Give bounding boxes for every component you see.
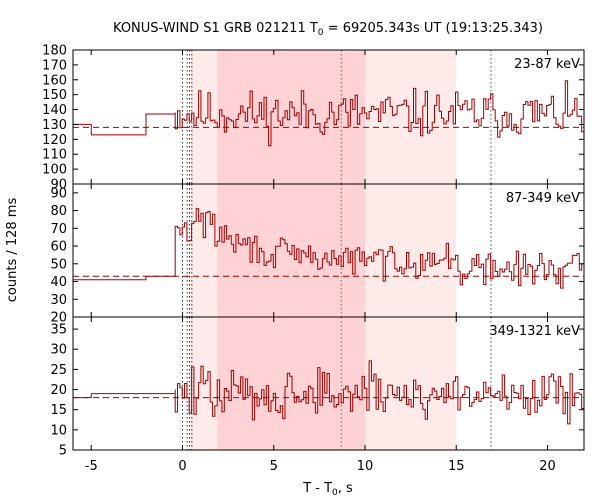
y-tick-label: 70 xyxy=(50,222,67,237)
x-tick-label: 20 xyxy=(539,459,556,474)
y-tick-label: 110 xyxy=(42,148,67,163)
y-tick-label: 170 xyxy=(42,58,67,73)
x-tick-label: 10 xyxy=(357,459,374,474)
shaded-interval-1 xyxy=(217,184,365,317)
y-tick-label: 90 xyxy=(50,186,67,201)
light-curve-series xyxy=(73,208,584,289)
light-curve-series xyxy=(73,80,584,147)
chart-title: KONUS-WIND S1 GRB 021211 T0 = 69205.343s… xyxy=(113,21,543,38)
y-tick-label: 80 xyxy=(50,204,67,219)
x-tick-label: 5 xyxy=(270,459,278,474)
shaded-interval-1 xyxy=(217,50,365,184)
panel-1: 20 30 40 50 60 70 80 90 87-349 keV xyxy=(50,183,585,326)
y-tick-label: 15 xyxy=(50,403,67,418)
y-tick-label: 50 xyxy=(50,257,67,272)
shaded-interval-1 xyxy=(217,317,365,450)
x-tick-label: -5 xyxy=(85,459,98,474)
y-tick-label: 20 xyxy=(50,383,67,398)
y-tick-label: 30 xyxy=(50,343,67,358)
light-curve-series xyxy=(73,360,584,425)
y-tick-label: 35 xyxy=(50,323,67,338)
panel-frame xyxy=(72,316,585,451)
y-tick-label: 150 xyxy=(42,88,67,103)
energy-band-label: 87-349 keV xyxy=(506,191,580,206)
energy-band-label: 349-1321 keV xyxy=(489,324,580,339)
x-tick-label: 15 xyxy=(448,459,465,474)
x-axis-title: T - T0, s xyxy=(302,481,353,498)
y-tick-label: 40 xyxy=(50,275,67,290)
x-axis-tick-labels: -5 0 5 10 15 20 xyxy=(85,459,556,474)
y-tick-label: 30 xyxy=(50,293,67,308)
energy-band-label: 23-87 keV xyxy=(514,57,580,72)
y-tick-label: 100 xyxy=(42,163,67,178)
y-tick-label: 20 xyxy=(50,311,67,326)
y-tick-label: 5 xyxy=(59,444,67,459)
x-tick-label: 0 xyxy=(178,459,186,474)
panel-2: 5 10 15 20 25 30 35 349-1321 keV xyxy=(50,316,585,459)
y-tick-label: 120 xyxy=(42,133,67,148)
y-axis-title: counts / 128 ms xyxy=(5,198,20,303)
y-tick-label: 130 xyxy=(42,118,67,133)
y-tick-label: 60 xyxy=(50,240,67,255)
y-tick-label: 90 xyxy=(50,178,67,193)
y-tick-label: 10 xyxy=(50,423,67,438)
y-tick-label: 180 xyxy=(42,44,67,59)
y-tick-label: 160 xyxy=(42,73,67,88)
y-tick-label: 25 xyxy=(50,363,67,378)
y-tick-label: 140 xyxy=(42,103,67,118)
